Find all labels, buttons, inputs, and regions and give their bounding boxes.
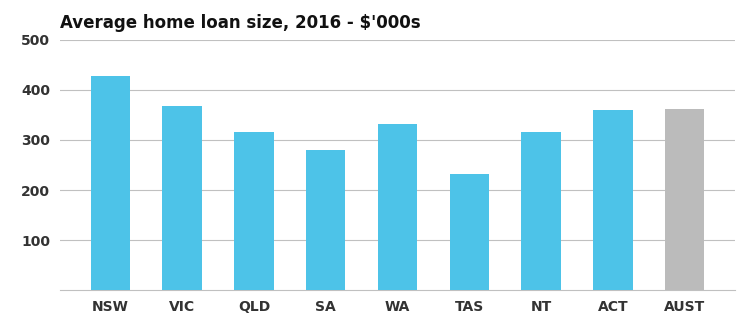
Bar — [163, 106, 202, 290]
Bar — [378, 124, 417, 290]
Text: Average home loan size, 2016 - $'000s: Average home loan size, 2016 - $'000s — [60, 15, 421, 32]
Bar — [91, 76, 130, 290]
Bar — [521, 132, 561, 290]
Bar — [449, 174, 489, 290]
Bar — [306, 150, 346, 290]
Bar — [593, 110, 632, 290]
Bar — [234, 132, 274, 290]
Bar — [664, 109, 704, 290]
